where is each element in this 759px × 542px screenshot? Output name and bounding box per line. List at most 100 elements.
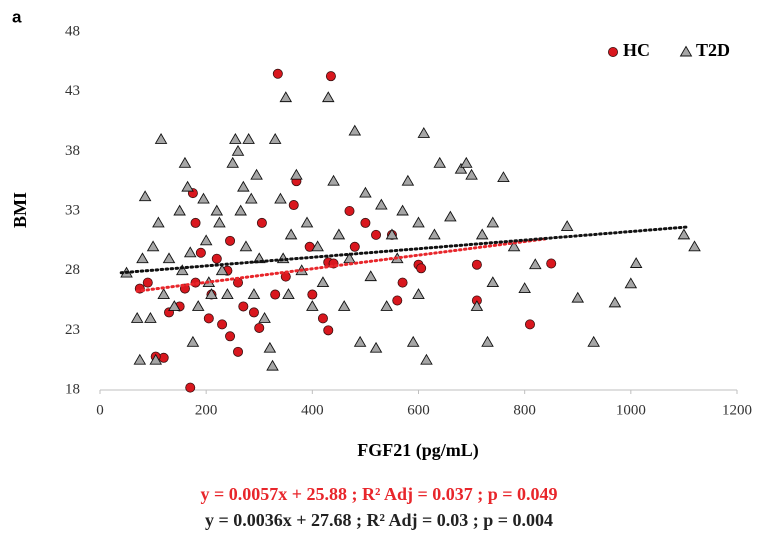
point (221, 288, 234, 299)
point (146, 240, 160, 252)
point (162, 252, 176, 264)
point (323, 325, 334, 336)
point (226, 156, 239, 168)
point (225, 331, 236, 342)
point (239, 240, 253, 252)
point (317, 313, 328, 324)
point (316, 276, 330, 288)
point (229, 133, 242, 144)
point (397, 277, 408, 288)
point (587, 335, 600, 347)
point (364, 270, 378, 282)
point (337, 300, 351, 311)
point (327, 174, 340, 186)
point (191, 300, 205, 311)
y-tick-label: 33 (65, 202, 80, 218)
trendline (119, 225, 691, 275)
point (142, 277, 153, 288)
point (258, 312, 271, 323)
point (677, 228, 691, 240)
point (211, 253, 222, 264)
panel-label: a (12, 7, 22, 26)
point (546, 258, 557, 269)
y-tick-label: 48 (65, 23, 80, 39)
point (401, 174, 415, 186)
point (237, 180, 250, 192)
point (178, 156, 192, 168)
point (470, 300, 484, 311)
point (624, 277, 638, 289)
point (157, 288, 170, 299)
point (138, 190, 152, 202)
point (254, 322, 265, 333)
point (349, 241, 360, 252)
x-tick-label: 400 (301, 402, 324, 418)
point (279, 91, 293, 103)
point (234, 204, 247, 216)
x-tick-label: 200 (195, 402, 218, 418)
point (282, 288, 295, 299)
point (465, 168, 478, 180)
point (168, 300, 181, 311)
point (300, 216, 314, 228)
point (385, 228, 399, 240)
point (186, 335, 200, 347)
point (185, 382, 196, 393)
point (475, 228, 489, 240)
point (560, 220, 574, 231)
point (307, 289, 318, 300)
point (231, 144, 245, 156)
point (149, 353, 163, 365)
point (136, 252, 149, 264)
point (210, 204, 224, 216)
point (497, 171, 510, 183)
point (173, 204, 186, 216)
point (144, 312, 157, 323)
point (245, 192, 258, 204)
point (247, 288, 261, 299)
x-tick-label: 600 (407, 402, 430, 418)
annotation: y = 0.0057x + 25.88 ; R² Adj = 0.037 ; p… (201, 484, 558, 504)
legend-label: T2D (696, 40, 730, 60)
x-tick-label: 800 (513, 402, 536, 418)
point (412, 288, 425, 299)
point (274, 192, 287, 204)
point (321, 91, 335, 103)
point (420, 353, 433, 365)
point (571, 291, 585, 303)
point (238, 301, 249, 312)
point (197, 192, 210, 204)
point (266, 359, 279, 371)
point (416, 263, 427, 274)
point (133, 353, 147, 365)
point (481, 335, 494, 347)
point (486, 216, 500, 228)
point (195, 247, 206, 258)
point (360, 217, 371, 228)
point (248, 307, 259, 318)
point (183, 246, 197, 258)
point (471, 259, 482, 270)
point (375, 198, 388, 210)
point (284, 228, 298, 240)
point (152, 216, 165, 228)
point (199, 234, 213, 246)
point (406, 335, 420, 347)
x-tick-label: 0 (96, 402, 104, 418)
point (175, 264, 189, 276)
point (371, 229, 382, 240)
point (190, 217, 201, 228)
y-tick-label: 23 (65, 322, 80, 338)
point (217, 319, 228, 330)
x-tick-label: 1000 (616, 402, 646, 418)
point (263, 341, 277, 353)
point (250, 168, 263, 180)
y-tick-label: 18 (65, 381, 80, 397)
point (444, 210, 457, 222)
point (325, 71, 336, 82)
point (433, 156, 447, 168)
point (256, 217, 267, 228)
point (290, 168, 303, 180)
x-tick-label: 1200 (722, 402, 752, 418)
y-axis-label: BMI (10, 192, 30, 228)
